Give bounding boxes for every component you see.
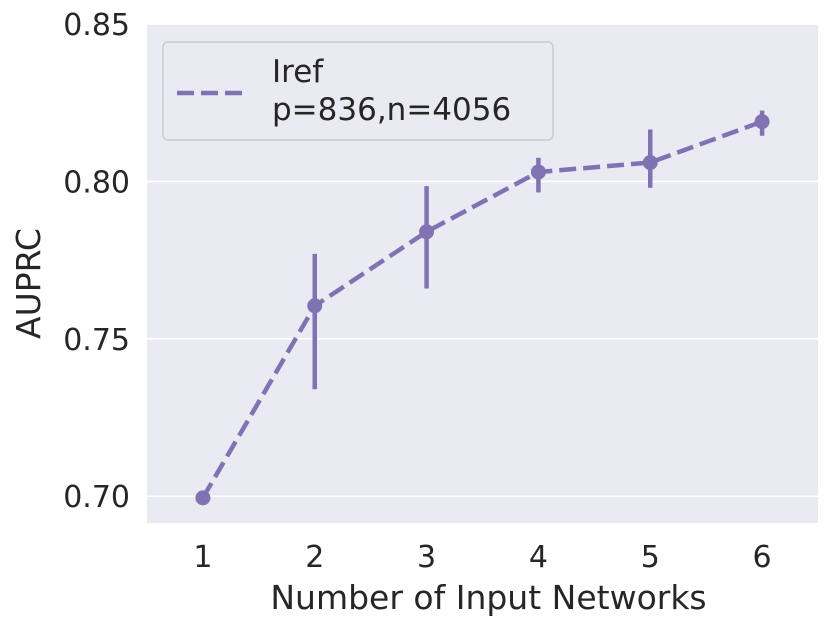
x-tick-label: 1 — [193, 540, 212, 575]
y-tick-label: 0.70 — [63, 480, 130, 515]
y-axis-label: AUPRC — [9, 228, 48, 339]
x-tick-label: 3 — [417, 540, 436, 575]
x-tick-label: 2 — [305, 540, 324, 575]
x-tick-label: 5 — [641, 540, 660, 575]
y-tick-label: 0.75 — [63, 323, 130, 358]
legend-box — [162, 41, 554, 141]
data-point — [419, 224, 435, 240]
x-tick-labels: 1 2 3 4 5 6 — [193, 540, 771, 575]
y-tick-label: 0.80 — [63, 165, 130, 200]
data-point — [642, 155, 658, 171]
legend: Iref p=836,n=4056 — [162, 41, 554, 141]
legend-entry-counts: p=836,n=4056 — [272, 92, 511, 128]
x-axis-label: Number of Input Networks — [270, 578, 706, 617]
y-tick-label: 0.85 — [63, 8, 130, 43]
data-point — [307, 298, 323, 314]
x-tick-label: 4 — [529, 540, 548, 575]
x-tick-label: 6 — [753, 540, 772, 575]
data-point — [195, 490, 211, 506]
series-group — [195, 110, 770, 506]
legend-entry-name: Iref — [272, 54, 324, 90]
y-tick-labels: 0.70 0.75 0.80 0.85 — [63, 8, 130, 515]
data-point — [754, 114, 770, 130]
gridlines — [147, 23, 818, 498]
data-point — [530, 164, 546, 180]
series-line — [200, 119, 763, 499]
